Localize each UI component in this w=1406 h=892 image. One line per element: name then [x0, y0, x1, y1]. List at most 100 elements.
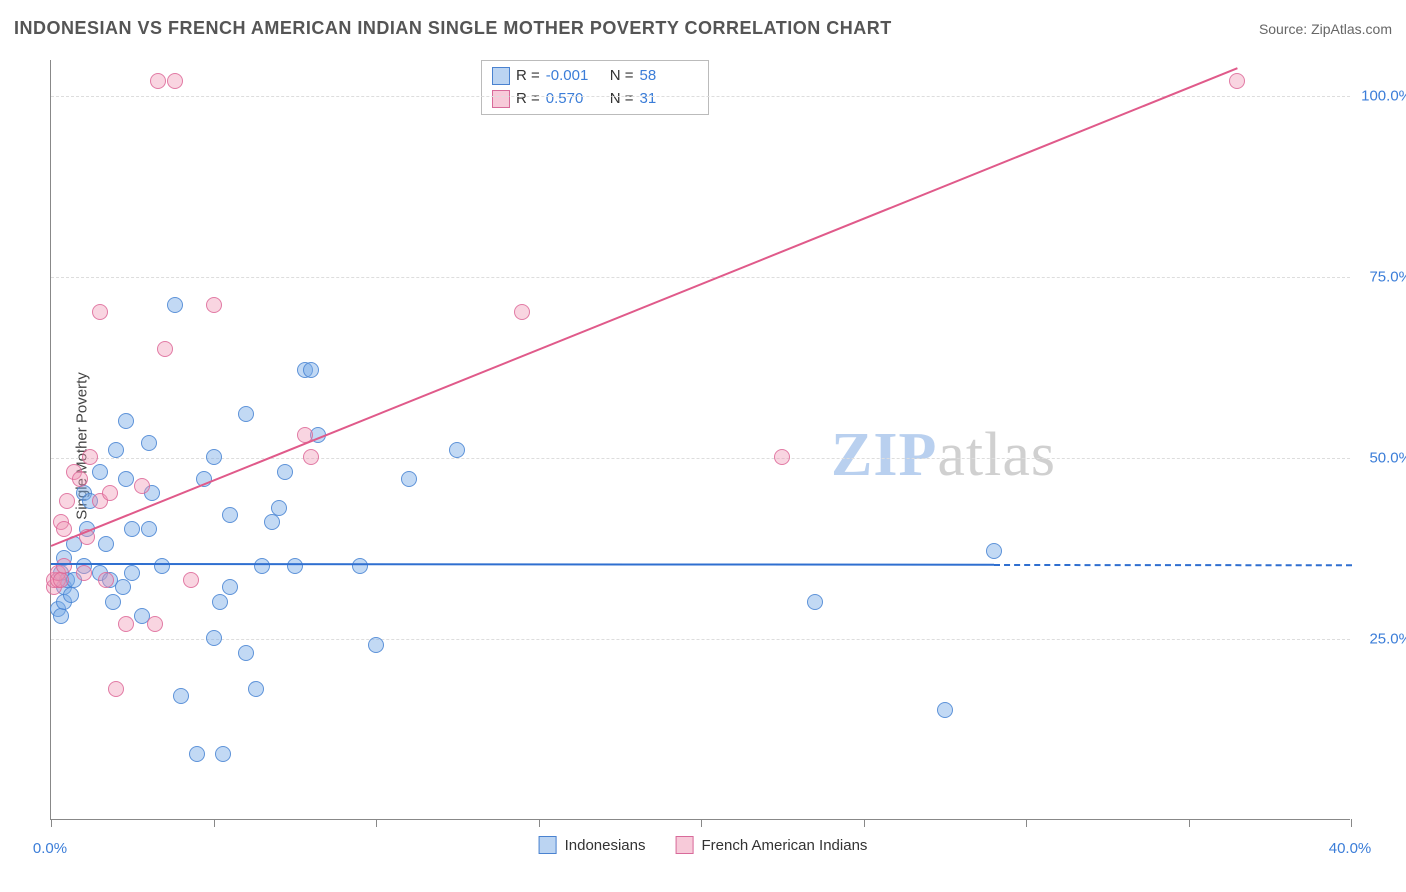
data-point	[206, 630, 222, 646]
y-tick-label: 25.0%	[1369, 631, 1406, 648]
data-point	[147, 616, 163, 632]
data-point	[76, 565, 92, 581]
swatch-b-icon	[675, 836, 693, 854]
data-point	[222, 507, 238, 523]
regression-line	[51, 67, 1238, 547]
legend-item-a: Indonesians	[539, 836, 646, 854]
data-point	[53, 608, 69, 624]
source-label: Source: ZipAtlas.com	[1259, 21, 1392, 37]
data-point	[157, 341, 173, 357]
title-bar: INDONESIAN VS FRENCH AMERICAN INDIAN SIN…	[14, 18, 1392, 39]
regression-line	[51, 563, 994, 566]
x-tick	[1189, 819, 1190, 827]
legend-row-a: R = -0.001 N = 58	[492, 65, 698, 88]
watermark: ZIPatlas	[831, 420, 1056, 491]
gridline	[51, 96, 1350, 97]
r-value-b: 0.570	[546, 88, 604, 111]
data-point	[303, 362, 319, 378]
n-label: N =	[610, 65, 634, 88]
data-point	[303, 449, 319, 465]
data-point	[173, 688, 189, 704]
data-point	[1229, 73, 1245, 89]
data-point	[141, 435, 157, 451]
data-point	[118, 471, 134, 487]
r-label: R =	[516, 88, 540, 111]
data-point	[98, 572, 114, 588]
data-point	[105, 594, 121, 610]
legend-row-b: R = 0.570 N = 31	[492, 88, 698, 111]
data-point	[352, 558, 368, 574]
x-tick	[701, 819, 702, 827]
data-point	[150, 73, 166, 89]
data-point	[514, 304, 530, 320]
data-point	[368, 637, 384, 653]
data-point	[264, 514, 280, 530]
x-tick	[864, 819, 865, 827]
series-a-label: Indonesians	[565, 837, 646, 854]
data-point	[986, 543, 1002, 559]
swatch-a-icon	[492, 67, 510, 85]
data-point	[167, 297, 183, 313]
data-point	[277, 464, 293, 480]
regression-line-extrapolated	[993, 564, 1351, 566]
swatch-a-icon	[539, 836, 557, 854]
data-point	[206, 449, 222, 465]
x-tick-label: 0.0%	[33, 840, 67, 857]
data-point	[401, 471, 417, 487]
data-point	[53, 572, 69, 588]
y-tick-label: 75.0%	[1369, 269, 1406, 286]
data-point	[141, 521, 157, 537]
y-tick-label: 50.0%	[1369, 450, 1406, 467]
data-point	[134, 478, 150, 494]
data-point	[98, 536, 114, 552]
x-tick	[51, 819, 52, 827]
data-point	[92, 464, 108, 480]
gridline	[51, 458, 1350, 459]
data-point	[108, 681, 124, 697]
data-point	[238, 645, 254, 661]
data-point	[189, 746, 205, 762]
data-point	[167, 73, 183, 89]
data-point	[82, 449, 98, 465]
data-point	[118, 616, 134, 632]
data-point	[124, 521, 140, 537]
data-point	[115, 579, 131, 595]
plot-area: R = -0.001 N = 58 R = 0.570 N = 31 ZIPat…	[50, 60, 1350, 820]
data-point	[92, 304, 108, 320]
x-tick-label: 40.0%	[1329, 840, 1372, 857]
data-point	[271, 500, 287, 516]
legend-item-b: French American Indians	[675, 836, 867, 854]
data-point	[238, 406, 254, 422]
data-point	[154, 558, 170, 574]
data-point	[449, 442, 465, 458]
series-b-label: French American Indians	[701, 837, 867, 854]
watermark-atlas: atlas	[937, 421, 1056, 489]
data-point	[63, 587, 79, 603]
n-value-b: 31	[640, 88, 698, 111]
data-point	[215, 746, 231, 762]
watermark-zip: ZIP	[831, 421, 937, 489]
r-value-a: -0.001	[546, 65, 604, 88]
x-tick	[1351, 819, 1352, 827]
data-point	[118, 413, 134, 429]
gridline	[51, 277, 1350, 278]
data-point	[102, 485, 118, 501]
data-point	[56, 521, 72, 537]
x-tick	[214, 819, 215, 827]
n-label: N =	[610, 88, 634, 111]
x-tick	[539, 819, 540, 827]
y-tick-label: 100.0%	[1361, 88, 1406, 105]
data-point	[937, 702, 953, 718]
series-legend: Indonesians French American Indians	[539, 836, 868, 854]
data-point	[124, 565, 140, 581]
data-point	[254, 558, 270, 574]
correlation-legend: R = -0.001 N = 58 R = 0.570 N = 31	[481, 60, 709, 115]
r-label: R =	[516, 65, 540, 88]
data-point	[56, 558, 72, 574]
data-point	[183, 572, 199, 588]
data-point	[108, 442, 124, 458]
data-point	[212, 594, 228, 610]
data-point	[248, 681, 264, 697]
chart-title: INDONESIAN VS FRENCH AMERICAN INDIAN SIN…	[14, 18, 892, 39]
swatch-b-icon	[492, 90, 510, 108]
